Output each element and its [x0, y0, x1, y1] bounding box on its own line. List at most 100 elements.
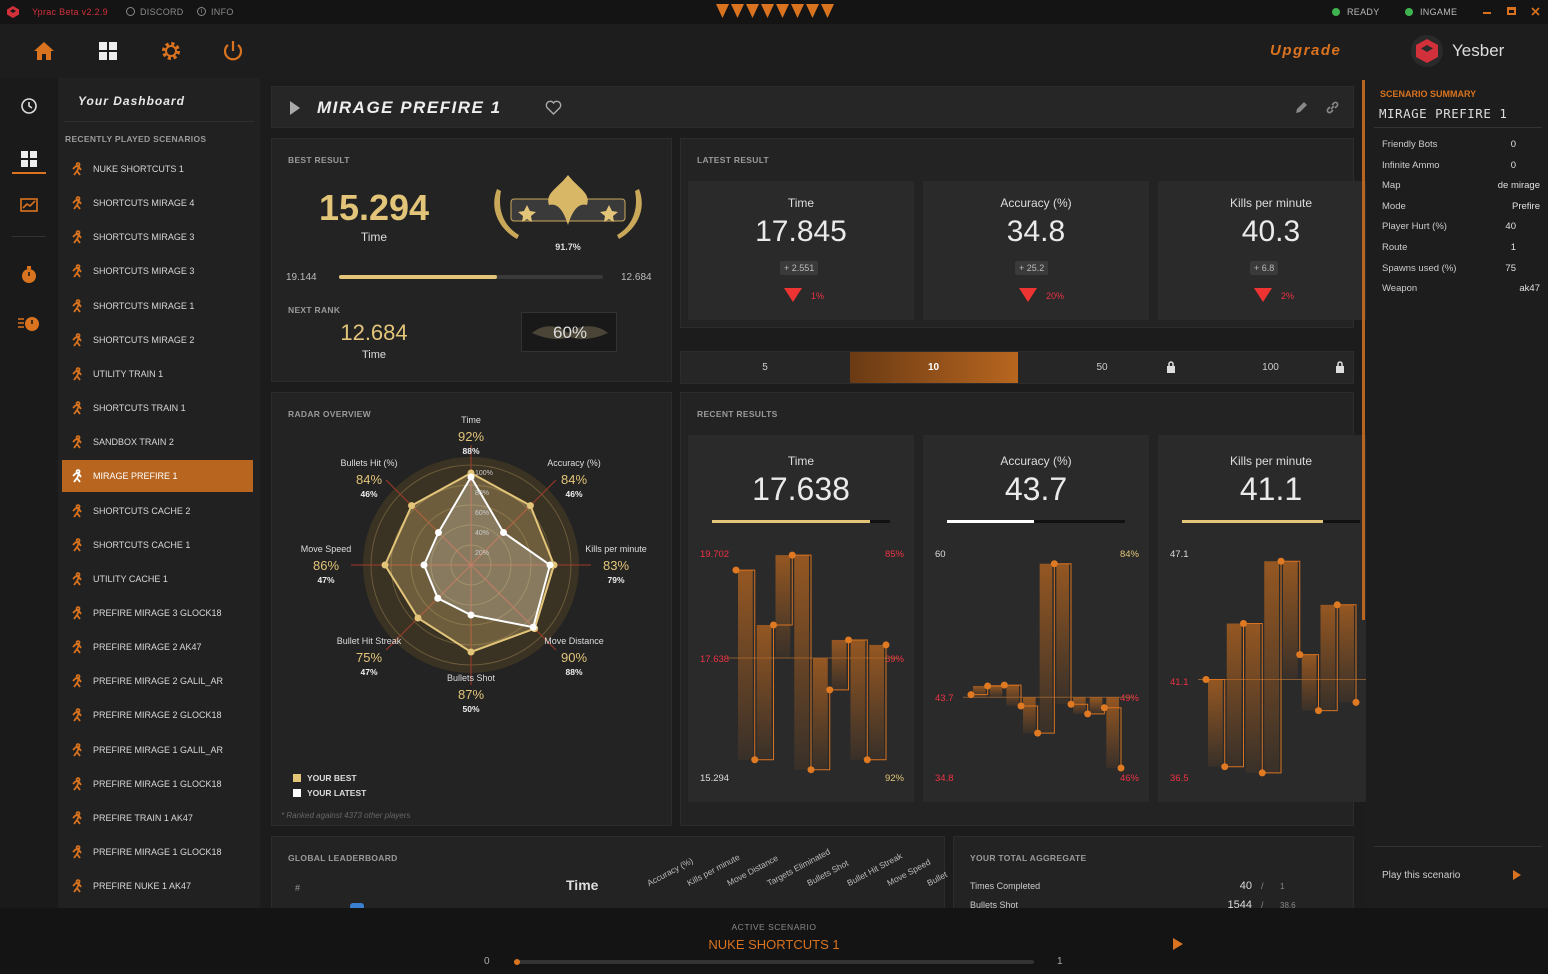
edit-pencil-icon[interactable] [1294, 100, 1309, 115]
play-icon[interactable] [288, 100, 302, 116]
summary-divider [1374, 127, 1542, 128]
close-icon[interactable] [1531, 7, 1540, 16]
history-icon[interactable] [19, 96, 39, 116]
scenario-item[interactable]: SHORTCUTS MIRAGE 2 [62, 324, 253, 356]
radar-axis-line [470, 564, 557, 651]
radar-axis-name: Bullets Shot [446, 673, 496, 683]
scenario-item[interactable]: UTILITY CACHE 1 [62, 563, 253, 595]
summary-row-label: Route [1382, 242, 1408, 253]
scenario-header: MIRAGE PREFIRE 1 [271, 86, 1354, 128]
runner-icon [72, 742, 82, 757]
scenario-item[interactable]: SHORTCUTS CACHE 1 [62, 529, 253, 561]
recent-point [1067, 700, 1075, 708]
runner-icon [72, 571, 82, 586]
active-progress-handle[interactable] [514, 959, 520, 965]
discord-icon[interactable] [126, 7, 135, 16]
count-tab[interactable]: 100 [1187, 352, 1355, 383]
summary-row-value: 75 [1505, 262, 1516, 274]
dashboard-icon[interactable] [95, 38, 121, 64]
recent-point [1100, 704, 1108, 712]
summary-row: Infinite Ammo 0 [1382, 160, 1540, 180]
recent-point [1240, 619, 1247, 627]
recent-point [845, 636, 852, 644]
play-scenario-icon[interactable] [1512, 869, 1522, 881]
recent-bar [850, 639, 866, 760]
scenario-item[interactable]: UTILITY TRAIN 1 [62, 358, 253, 390]
scenario-item[interactable]: SHORTCUTS MIRAGE 3 [62, 255, 253, 287]
dashboard-grid-icon[interactable] [19, 149, 39, 169]
radar-axis-latest: 50% [462, 704, 480, 714]
scenario-item[interactable]: SHORTCUTS TRAIN 1 [62, 392, 253, 424]
home-icon[interactable] [31, 38, 57, 64]
minimize-icon[interactable] [1483, 12, 1491, 14]
count-tab[interactable]: 10 [849, 352, 1018, 383]
active-play-icon[interactable] [1172, 937, 1184, 951]
scenario-item[interactable]: SHORTCUTS CACHE 2 [62, 495, 253, 527]
recent-point [1352, 698, 1360, 706]
runner-icon [72, 264, 82, 278]
recent-bar [1039, 563, 1053, 734]
down-arrow-icon [1254, 288, 1272, 302]
scenario-item[interactable]: PREFIRE MIRAGE 2 GALIL_AR [62, 665, 253, 697]
avatar[interactable] [1410, 34, 1444, 68]
count-tab[interactable]: 50 [1018, 352, 1186, 383]
legend-best-swatch [293, 774, 301, 782]
radar-best-point [414, 614, 422, 622]
scenario-item[interactable]: PREFIRE NUKE 1 AK47 [62, 870, 253, 902]
runner-icon [72, 401, 82, 415]
scenario-item[interactable]: MIRAGE PREFIRE 1 [62, 460, 253, 493]
scenario-item[interactable]: PREFIRE TRAIN 1 AK47 [62, 802, 253, 834]
scenario-item-label: UTILITY TRAIN 1 [93, 368, 164, 379]
count-tab[interactable]: 5 [681, 352, 849, 383]
scenario-item[interactable]: PREFIRE MIRAGE 1 GLOCK18 [62, 768, 253, 800]
stats-chart-icon[interactable] [19, 196, 39, 216]
scenario-item[interactable]: PREFIRE MIRAGE 3 GLOCK18 [62, 597, 253, 629]
recent-card-axis-label: 41.1 [1170, 677, 1189, 688]
timed-list-icon[interactable] [17, 313, 41, 333]
aggregate-row-value: 40 [1239, 880, 1252, 892]
stopwatch-icon[interactable] [19, 265, 39, 285]
recent-bar [1245, 623, 1261, 773]
scenario-item[interactable]: PREFIRE MIRAGE 2 AK47 [62, 631, 253, 663]
runner-icon [72, 230, 82, 244]
recent-card: Kills per minute 41.1 47.1 41.1 36.5 [1158, 435, 1384, 802]
leaderboard-time-header[interactable]: Time [566, 877, 599, 893]
recent-point [1258, 769, 1266, 777]
latest-card-delta: + 2.551 [780, 261, 819, 275]
scenario-item[interactable]: SHORTCUTS MIRAGE 4 [62, 187, 253, 219]
scenario-item[interactable]: SHORTCUTS MIRAGE 1 [62, 290, 253, 322]
scenario-item-label: SHORTCUTS MIRAGE 3 [93, 232, 195, 243]
link-icon[interactable] [1325, 100, 1340, 115]
scenario-item[interactable]: PREFIRE MIRAGE 1 GALIL_AR [62, 734, 253, 766]
username[interactable]: Yesber [1452, 41, 1505, 60]
settings-gear-icon[interactable] [158, 38, 184, 64]
legend-best-label: YOUR BEST [307, 773, 357, 783]
scenario-item[interactable]: PREFIRE MIRAGE 2 GLOCK18 [62, 699, 253, 731]
scenario-item-label: PREFIRE NUKE 1 AK47 [93, 881, 192, 892]
power-icon[interactable] [220, 38, 246, 64]
info-icon[interactable]: i [197, 7, 206, 16]
next-rank-label: Time [361, 349, 387, 361]
radar-axis-best: 87% [457, 687, 485, 702]
scenario-item[interactable]: SHORTCUTS MIRAGE 3 [62, 221, 253, 253]
scenario-item-label: SHORTCUTS MIRAGE 2 [93, 334, 195, 345]
play-scenario-label[interactable]: Play this scenario [1382, 870, 1461, 881]
best-progress-fill [339, 275, 498, 279]
recent-point [751, 756, 759, 764]
scenario-item-label: PREFIRE MIRAGE 2 GLOCK18 [93, 710, 222, 721]
maximize-icon[interactable] [1507, 7, 1516, 15]
summary-row-value: 0 [1510, 139, 1516, 150]
info-link[interactable]: INFO [211, 7, 234, 17]
scenario-item[interactable]: PREFIRE MIRAGE 1 GLOCK18 [62, 836, 253, 868]
upgrade-button[interactable]: Upgrade [1270, 42, 1342, 59]
scenario-item-label: PREFIRE MIRAGE 2 GALIL_AR [93, 676, 224, 687]
scrollbar-thumb[interactable] [1362, 80, 1365, 620]
radar-best-point [467, 648, 475, 656]
radar-latest-point [546, 561, 554, 569]
favorite-heart-icon[interactable] [545, 100, 562, 116]
scenario-item[interactable]: NUKE SHORTCUTS 1 [62, 153, 253, 185]
scenario-item[interactable]: SANDBOX TRAIN 2 [62, 426, 253, 458]
discord-link[interactable]: DISCORD [140, 7, 184, 17]
runner-icon [72, 162, 82, 176]
recent-card-label: Time [787, 454, 815, 468]
